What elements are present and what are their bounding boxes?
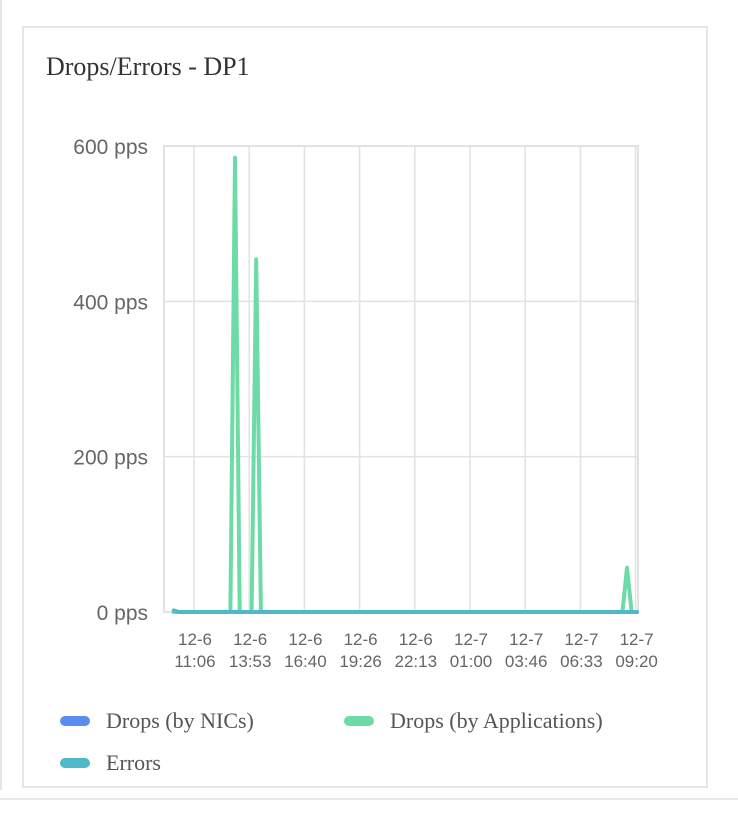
drops-errors-panel: Drops/Errors - DP1 [22,26,708,788]
x-tick-label-date: 12-7 [509,630,543,649]
x-tick-label-date: 12-7 [454,630,488,649]
left-panel-edge [0,0,2,790]
legend-item-drops-applications[interactable]: Drops (by Applications) [344,708,603,734]
legend-item-errors[interactable]: Errors [60,750,161,776]
legend-swatch-errors [60,758,90,768]
x-tick-label-time: 19:26 [339,652,382,671]
panel-title: Drops/Errors - DP1 [46,52,250,81]
y-tick-label: 400 pps [73,291,148,314]
legend-label-drops-applications: Drops (by Applications) [390,708,603,733]
x-tick-label-time: 16:40 [284,652,327,671]
legend-item-drops-nics[interactable]: Drops (by NICs) [60,708,254,734]
legend-label-errors: Errors [106,750,161,775]
legend-swatch-drops-nics [60,716,90,726]
x-axis-ticks: 12-6 11:06 12-6 13:53 12-6 16:40 12-6 19:26 12-6… [174,630,658,671]
x-tick-label-time: 11:06 [174,652,215,671]
legend-swatch-drops-applications [344,716,374,726]
y-axis-ticks: 0 pps 200 pps 400 pps 600 pps [73,136,148,625]
bottom-divider [0,798,738,800]
legend-label-drops-nics: Drops (by NICs) [106,708,254,733]
x-tick-label-time: 09:20 [615,652,658,671]
series-line-drops-applications [171,155,639,614]
x-tick-label-time: 22:13 [395,652,438,671]
x-tick-label-date: 12-6 [178,630,212,649]
series-lines [171,155,639,614]
x-tick-label-time: 03:46 [505,652,548,671]
x-tick-label-time: 06:33 [560,652,603,671]
y-tick-label: 200 pps [73,447,148,470]
x-tick-label-date: 12-7 [620,630,654,649]
series-line-errors [171,608,639,614]
x-tick-label-date: 12-6 [288,630,322,649]
x-tick-label-time: 13:53 [229,652,272,671]
x-tick-label-date: 12-7 [564,630,598,649]
x-tick-label-date: 12-6 [344,630,378,649]
x-tick-label-date: 12-6 [233,630,267,649]
x-tick-label-date: 12-6 [399,630,433,649]
y-tick-label: 600 pps [73,136,148,159]
y-tick-label: 0 pps [97,602,148,625]
x-tick-label-time: 01:00 [450,652,493,671]
